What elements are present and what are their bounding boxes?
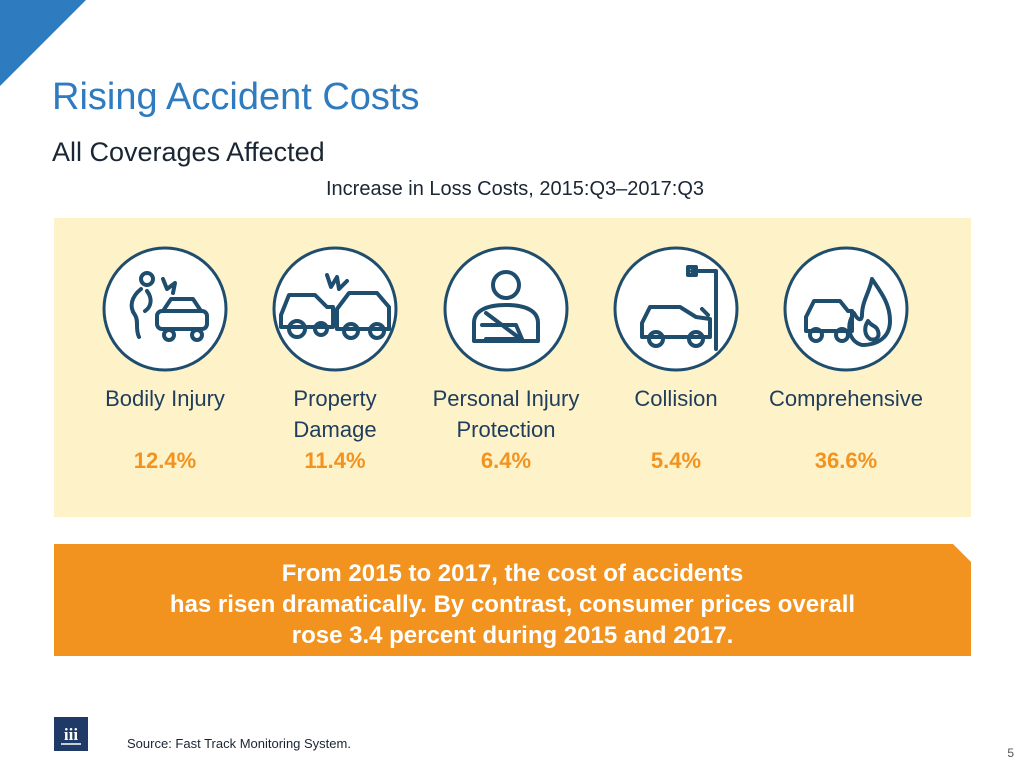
chart-caption: Increase in Loss Costs, 2015:Q3–2017:Q3: [325, 178, 704, 200]
source-note: Source: Fast Track Monitoring System.: [127, 736, 351, 751]
page-number: 5: [1007, 746, 1014, 760]
page-subtitle: All Coverages Affected: [52, 137, 325, 167]
page-title: Rising Accident Costs: [52, 76, 420, 118]
banner-line-2: has risen dramatically. By contrast, con…: [169, 591, 856, 618]
coverage-bodily-injury: Bodily Injury 12.4%: [80, 245, 250, 476]
bodily-injury-icon: [102, 246, 228, 372]
coverage-value: 6.4%: [480, 448, 532, 473]
coverage-value: 12.4%: [133, 448, 197, 473]
coverage-label-line-1: Bodily Injury: [105, 386, 225, 411]
coverage-value: 5.4%: [650, 448, 702, 473]
summary-banner: From 2015 to 2017, the cost of accidents…: [54, 544, 971, 656]
banner-shape: [54, 544, 971, 656]
corner-triangle-decoration: [0, 0, 86, 86]
coverage-property-damage: Property Damage 11.4%: [250, 245, 420, 476]
coverage-label-line-1: Collision: [634, 386, 718, 411]
personal-injury-protection-icon: [443, 246, 569, 372]
banner-line-1: From 2015 to 2017, the cost of accidents: [281, 560, 744, 587]
coverage-label-line-1: Property: [293, 386, 377, 411]
iii-logo-mark: iii: [61, 725, 81, 745]
coverage-value: 36.6%: [814, 448, 878, 473]
coverage-label-line-2: Protection: [456, 417, 556, 442]
collision-icon: [613, 246, 739, 372]
coverage-personal-injury-protection: Personal Injury Protection 6.4%: [421, 245, 591, 476]
coverage-label-line-2: Damage: [293, 417, 377, 442]
coverage-comprehensive: Comprehensive 36.6%: [761, 245, 931, 476]
coverage-value: 11.4%: [304, 448, 366, 473]
coverage-label-line-1: Personal Injury: [432, 386, 580, 411]
iii-logo: iii: [54, 717, 88, 751]
comprehensive-icon: [783, 246, 909, 372]
property-damage-icon: [272, 246, 398, 372]
coverage-collision: Collision 5.4%: [591, 245, 761, 476]
banner-line-3: rose 3.4 percent during 2015 and 2017.: [291, 622, 734, 649]
coverage-label-line-1: Comprehensive: [768, 386, 924, 411]
logo-text: iii: [64, 725, 78, 744]
